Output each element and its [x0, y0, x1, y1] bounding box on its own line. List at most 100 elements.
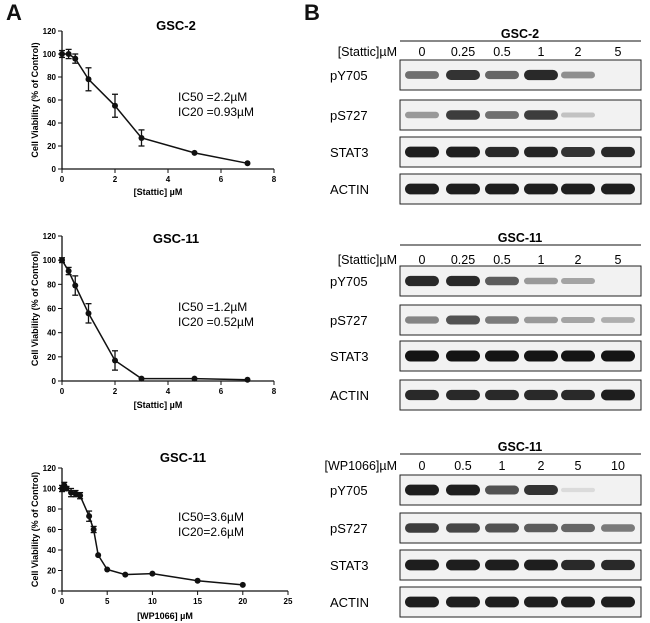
blot-band — [561, 350, 595, 362]
blot-band — [561, 389, 595, 401]
blot-band — [601, 317, 635, 323]
condition-value: 10 — [611, 459, 625, 473]
blot-band — [524, 69, 558, 81]
blot-panel-3: GSC-11 [WP1066]µM 0 0.5 1 2 5 10 pY705 pS727 STAT3… — [324, 440, 642, 618]
blot-row-py705: pY705 — [330, 474, 642, 506]
panel-a-letter: A — [6, 0, 22, 25]
y-tick-label: 120 — [43, 27, 57, 36]
y-tick-label: 100 — [43, 256, 57, 265]
blot-row-ps727: pS727 — [330, 99, 642, 131]
blot-band — [601, 524, 635, 532]
blot-band — [485, 389, 519, 401]
blot-band — [561, 559, 595, 571]
blot-band — [601, 183, 635, 195]
y-tick-label: 40 — [47, 546, 56, 555]
condition-label: [WP1066]µM — [324, 459, 397, 473]
blot-row-label: ACTIN — [330, 595, 369, 610]
blot-row-ps727: pS727 — [330, 304, 642, 336]
blot-row-label: pY705 — [330, 68, 368, 83]
condition-value: 1 — [538, 45, 545, 59]
blot-band — [405, 275, 439, 287]
blot-title: GSC-11 — [498, 440, 543, 454]
data-point — [85, 76, 92, 83]
blot-title: GSC-2 — [501, 27, 539, 41]
data-point — [59, 257, 65, 264]
blot-band — [446, 70, 480, 80]
blot-band — [561, 112, 595, 118]
data-point — [104, 566, 111, 573]
condition-value: 0 — [419, 253, 426, 267]
condition-value: 5 — [615, 253, 622, 267]
blot-row-label: STAT3 — [330, 145, 369, 160]
data-point — [112, 357, 118, 364]
blot-membrane — [399, 379, 642, 411]
blot-band — [561, 316, 595, 324]
condition-value: 1 — [538, 253, 545, 267]
x-axis-label: [WP1066] µM — [137, 611, 193, 621]
y-axis-label: Cell Viability (% of Control) — [30, 472, 40, 587]
y-tick-label: 40 — [47, 119, 56, 128]
condition-value: 1 — [499, 459, 506, 473]
data-point — [77, 492, 84, 499]
data-point — [95, 552, 102, 559]
blot-band — [405, 71, 439, 79]
blot-band — [524, 316, 558, 324]
condition-value: 5 — [575, 459, 582, 473]
blot-band — [446, 183, 480, 195]
condition-value: 0.25 — [451, 45, 475, 59]
condition-value: 0.5 — [454, 459, 471, 473]
x-tick-label: 20 — [238, 597, 247, 606]
blot-band — [446, 110, 480, 120]
y-tick-label: 120 — [43, 464, 57, 473]
ic-annotation: IC20 =0.52µM — [178, 315, 254, 329]
blot-band — [405, 389, 439, 401]
y-tick-label: 0 — [52, 165, 57, 174]
blot-band — [446, 389, 480, 401]
data-point — [191, 149, 198, 156]
blot-row-label: pY705 — [330, 483, 368, 498]
blot-band — [485, 559, 519, 571]
viability-chart-1: GSC-2 0 20 40 60 80 100 120 0 2 4 6 8 [Stattic] µM Cel… — [30, 18, 277, 197]
blot-row-label: pY705 — [330, 274, 368, 289]
blot-band — [561, 147, 595, 157]
x-tick-label: 8 — [272, 175, 277, 184]
x-tick-label: 4 — [166, 387, 171, 396]
y-tick-label: 0 — [52, 377, 57, 386]
blot-band — [405, 559, 439, 571]
condition-value: 5 — [615, 45, 622, 59]
blot-band — [405, 596, 439, 608]
data-point — [191, 375, 198, 382]
data-point — [194, 577, 201, 584]
x-tick-label: 6 — [219, 175, 224, 184]
blot-membrane — [399, 99, 642, 131]
data-point — [72, 55, 79, 62]
condition-value: 0.5 — [493, 45, 510, 59]
blot-band — [405, 183, 439, 195]
blot-band — [524, 389, 558, 401]
blot-band — [601, 559, 635, 571]
data-point — [65, 268, 72, 275]
blot-band — [405, 523, 439, 533]
x-tick-label: 6 — [219, 387, 224, 396]
condition-value: 0.5 — [493, 253, 510, 267]
blot-band — [601, 146, 635, 158]
x-tick-label: 0 — [60, 387, 65, 396]
y-tick-label: 20 — [47, 567, 56, 576]
blot-membrane — [399, 265, 642, 297]
data-point — [65, 51, 72, 57]
blot-row-actin: ACTIN — [330, 586, 642, 618]
data-point — [244, 376, 251, 383]
blot-band — [524, 596, 558, 608]
blot-row-label: STAT3 — [330, 558, 369, 573]
blot-band — [446, 523, 480, 533]
blot-row-label: pS727 — [330, 521, 368, 536]
western-blots: GSC-2 [Stattic]µM 0 0.25 0.5 1 2 5 pY705 pS727 STA… — [324, 27, 642, 618]
condition-value: 2 — [575, 45, 582, 59]
blot-band — [485, 146, 519, 158]
data-point — [63, 485, 70, 492]
blot-membrane — [399, 512, 642, 544]
y-tick-label: 120 — [43, 232, 57, 241]
x-tick-label: 8 — [272, 387, 277, 396]
